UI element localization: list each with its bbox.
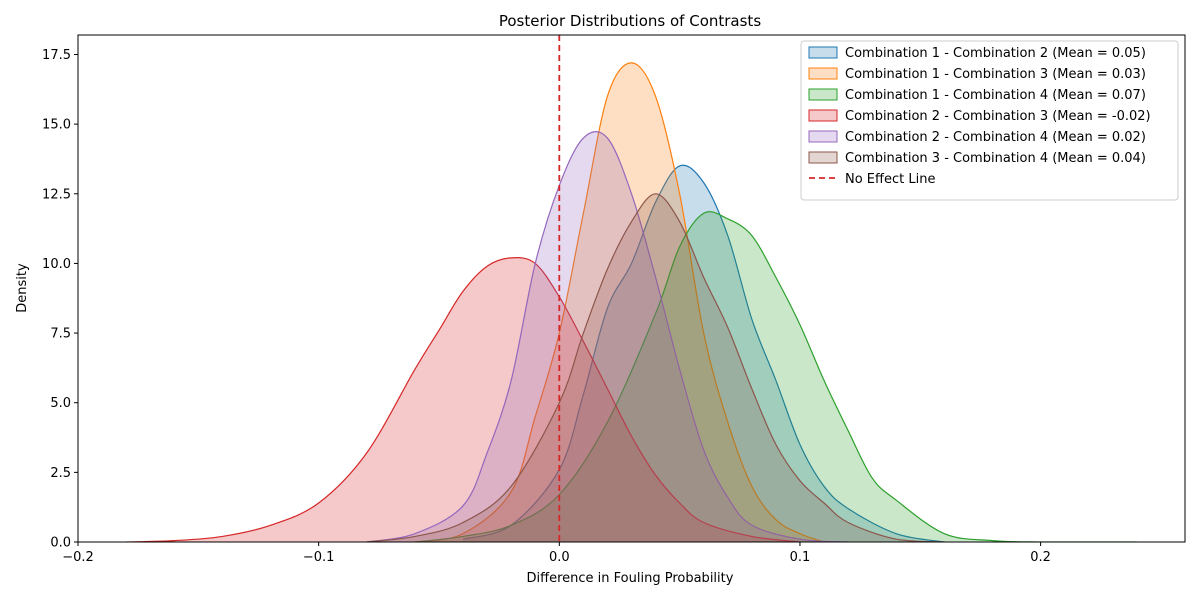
chart-title: Posterior Distributions of Contrasts (499, 12, 761, 30)
plot-frame (77, 34, 1186, 543)
x-tick-label: −0.1 (303, 550, 335, 565)
legend-label-4: Combination 2 - Combination 3 (Mean = -0… (845, 109, 1151, 124)
legend-label-5: Combination 2 - Combination 4 (Mean = 0.… (845, 130, 1146, 145)
legend-swatch-5 (808, 130, 838, 143)
density-area-3 (414, 211, 1137, 542)
legend-swatch-6 (808, 151, 838, 164)
density-line-3 (414, 211, 1137, 542)
y-tick-label: 10.0 (42, 257, 71, 272)
plot-area (126, 35, 1137, 542)
y-tick-label: 0.0 (50, 536, 71, 551)
legend-label-2: Combination 1 - Combination 3 (Mean = 0.… (845, 67, 1146, 82)
y-tick-label: 5.0 (50, 396, 71, 411)
density-area-5 (366, 131, 849, 542)
density-line-5 (366, 131, 849, 542)
x-tick-label: −0.2 (62, 550, 94, 565)
legend-label-6: Combination 3 - Combination 4 (Mean = 0.… (845, 151, 1146, 166)
density-line-1 (462, 164, 945, 542)
density-line-6 (366, 193, 945, 542)
y-tick-label: 7.5 (50, 327, 71, 342)
density-area-1 (463, 165, 945, 542)
y-tick-label: 12.5 (42, 187, 71, 202)
y-axis-label: Density (15, 263, 30, 313)
y-tick-label: 17.5 (42, 48, 71, 63)
legend-swatch-4 (808, 109, 838, 122)
y-tick-label: 15.0 (42, 118, 71, 133)
x-tick-label: 0.1 (790, 550, 811, 565)
axes: −0.2 −0.1 0.0 0.1 0.2 0.0 2.5 5.0 7.5 10.0 12.5 15.… (42, 34, 1186, 565)
legend-label-1: Combination 1 - Combination 2 (Mean = 0.… (845, 46, 1146, 61)
x-tick-label: 0.0 (549, 550, 570, 565)
x-axis-label: Difference in Fouling Probability (527, 571, 734, 586)
density-area-4 (126, 257, 800, 542)
legend-swatch-2 (808, 67, 838, 80)
y-tick-label: 2.5 (50, 466, 71, 481)
density-line-4 (126, 257, 801, 542)
legend-label-no-effect: No Effect Line (845, 172, 935, 187)
density-line-2 (414, 62, 825, 542)
legend: Combination 1 - Combination 2 (Mean = 0.… (800, 40, 1179, 201)
density-area-6 (366, 193, 945, 542)
legend-box (800, 40, 1179, 201)
density-area-2 (414, 62, 825, 542)
legend-label-3: Combination 1 - Combination 4 (Mean = 0.… (845, 88, 1146, 103)
legend-swatch-3 (808, 88, 838, 101)
x-tick-label: 0.2 (1030, 550, 1051, 565)
legend-swatch-1 (808, 46, 838, 59)
